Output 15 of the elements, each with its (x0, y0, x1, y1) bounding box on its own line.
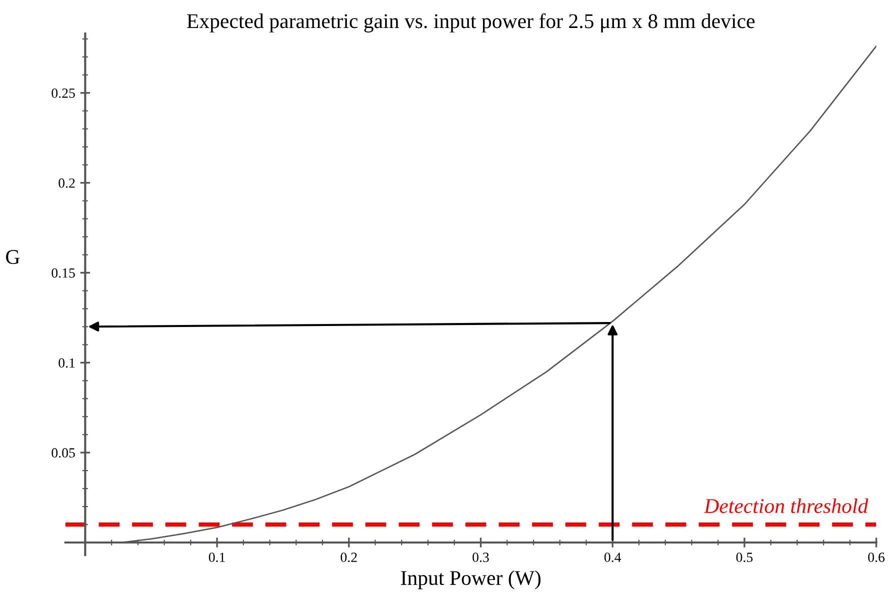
x-tick-label: 0.6 (868, 552, 885, 562)
x-tick-label: 0.1 (208, 552, 225, 562)
y-tick-label: 0.25 (52, 88, 75, 98)
y-tick-label: 0.15 (52, 268, 75, 278)
x-tick-label: 0.5 (736, 552, 753, 562)
x-tick-label: 0.3 (472, 552, 489, 562)
x-tick-label: 0.2 (340, 552, 357, 562)
ref-line-label: Detection threshold (704, 498, 868, 514)
y-tick-label: 0.1 (58, 358, 75, 368)
y-tick-label: 0.2 (58, 178, 75, 188)
x-tick-label: 0.4 (604, 552, 622, 562)
chart-title: Expected parametric gain vs. input power for 2.5 μm x 8 mm device (187, 13, 755, 32)
x-axis-title: Input Power (W) (401, 570, 541, 590)
y-tick-label: 0.05 (52, 448, 75, 458)
y-axis-title: G (6, 250, 20, 264)
